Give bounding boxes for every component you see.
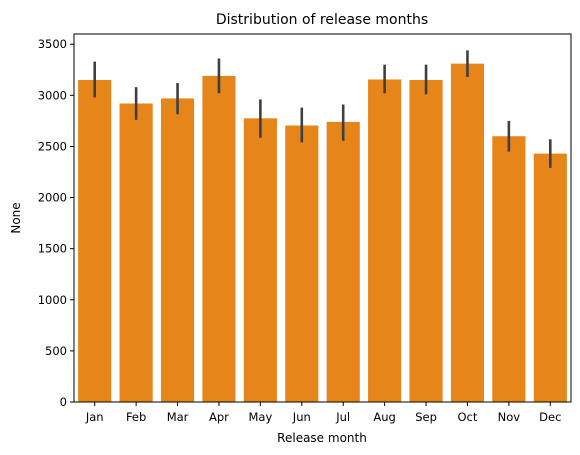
y-axis: 0 500 1000 1500 2000 2500 3000 3500 xyxy=(38,37,74,409)
x-tick-label: Apr xyxy=(209,410,229,424)
y-axis-label: None xyxy=(9,202,23,233)
y-tick-label: 3000 xyxy=(38,88,67,102)
bars-group xyxy=(78,63,567,403)
bar-apr xyxy=(202,75,236,403)
x-tick-label: Jul xyxy=(335,410,350,424)
x-tick-label: Mar xyxy=(167,410,189,424)
bar-oct xyxy=(450,63,485,403)
bar-may xyxy=(243,118,277,402)
y-tick-label: 3500 xyxy=(38,37,67,51)
y-tick-label: 1000 xyxy=(38,293,67,307)
x-tick-label: Feb xyxy=(126,410,146,424)
y-tick-label: 2500 xyxy=(38,139,67,153)
x-axis: Jan Feb Mar Apr May Jun Jul Aug Sep Oct Nov Dec xyxy=(85,402,561,424)
bar-sep xyxy=(409,80,443,402)
bar-jan xyxy=(78,80,112,402)
bar-mar xyxy=(160,98,195,403)
bar-jun xyxy=(285,125,319,402)
y-tick-label: 2000 xyxy=(38,191,67,205)
y-tick-label: 0 xyxy=(60,395,67,409)
bar-jul xyxy=(326,121,360,403)
x-tick-label: Oct xyxy=(458,410,478,424)
y-tick-label: 1500 xyxy=(38,242,67,256)
x-tick-label: Jan xyxy=(85,410,104,424)
x-tick-label: Dec xyxy=(539,410,561,424)
bar-nov xyxy=(492,136,526,402)
y-tick-label: 500 xyxy=(45,344,67,358)
bar-dec xyxy=(533,153,567,402)
x-tick-label: Aug xyxy=(373,410,395,424)
chart-title: Distribution of release months xyxy=(216,12,428,28)
bar-aug xyxy=(368,79,402,402)
x-tick-label: May xyxy=(248,410,272,424)
bar-feb xyxy=(119,103,153,402)
x-tick-label: Sep xyxy=(415,410,437,424)
error-bars-group xyxy=(93,50,552,168)
x-axis-label: Release month xyxy=(277,431,367,445)
plot-frame xyxy=(73,33,572,403)
x-tick-label: Nov xyxy=(498,410,521,424)
x-tick-label: Jun xyxy=(292,410,311,424)
